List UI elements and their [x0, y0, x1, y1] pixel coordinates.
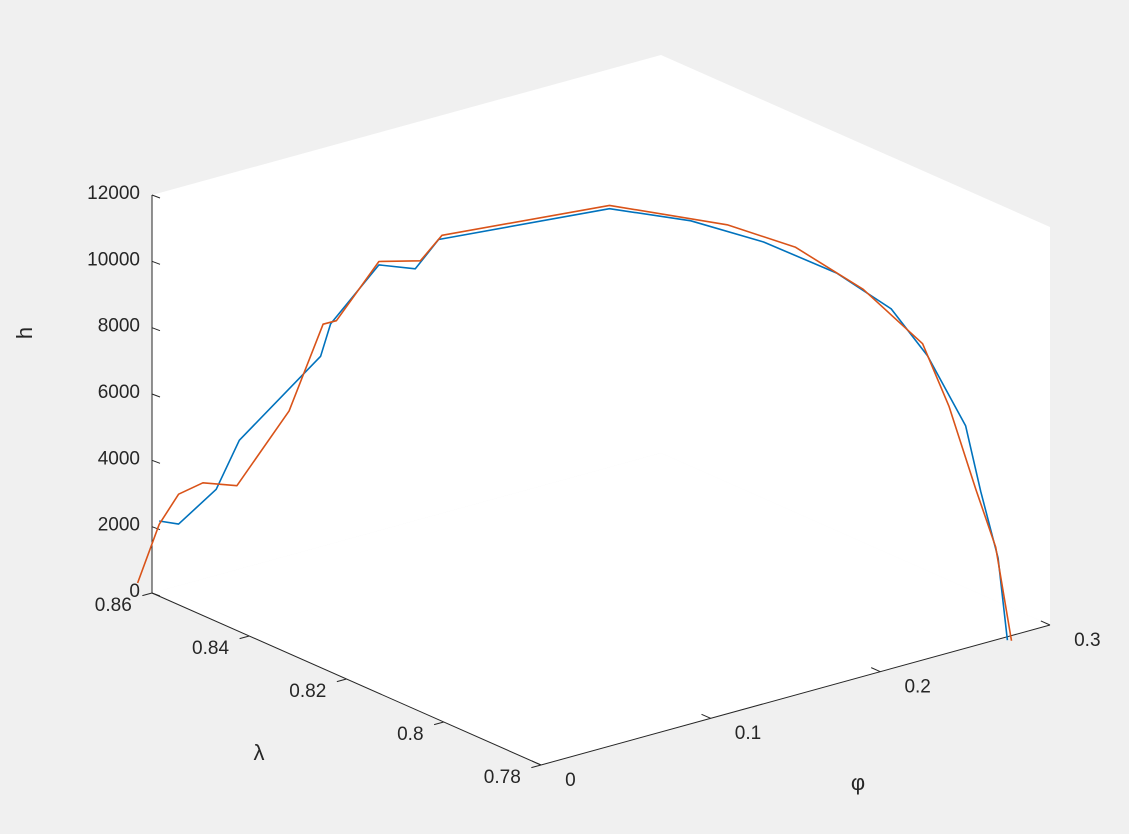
z-tick-mark: [151, 592, 161, 597]
z-tick-mark: [151, 459, 161, 464]
y-tick-label: 0.86: [95, 595, 132, 616]
y-tick-mark: [239, 635, 250, 640]
x-tick-mark: [701, 713, 711, 719]
series-layer: [136, 204, 1013, 641]
y-tick-mark: [433, 721, 444, 726]
y-tick-label: 0.8: [397, 724, 423, 745]
z-tick-label: 6000: [98, 382, 140, 403]
y-tick-mark: [531, 764, 542, 769]
x-tick-label: 0.1: [735, 723, 761, 744]
series-line-1: [159, 207, 1009, 641]
z-tick-mark: [151, 393, 161, 398]
x-tick-mark: [1040, 620, 1051, 626]
z-tick-mark: [151, 327, 161, 332]
axis-labels: φ λ h: [12, 327, 865, 795]
z-tick-label: 2000: [98, 515, 140, 536]
z-tick-label: 0: [129, 581, 140, 602]
x-tick-label: 0.3: [1074, 630, 1100, 651]
z-tick-mark: [151, 526, 161, 531]
y-tick-label: 0.84: [192, 638, 229, 659]
z-axis-label: h: [12, 327, 37, 339]
x-axis-label: φ: [851, 770, 865, 795]
series-line-2: [136, 204, 1013, 641]
x-tick-mark: [870, 667, 881, 673]
floor-face: [152, 453, 1050, 765]
y-tick-label: 0.82: [289, 681, 326, 702]
x-tick-label: 0.2: [904, 677, 930, 698]
axes-background: [152, 55, 1050, 765]
y-tick-mark: [142, 592, 153, 597]
y-tick-label: 0.78: [484, 767, 521, 788]
x-axis-line: [540, 624, 1051, 766]
y-axis-label: λ: [254, 740, 265, 765]
tick-marks: 00.10.20.30.780.80.820.840.8602000400060…: [87, 183, 1100, 791]
z-tick-mark: [151, 260, 161, 265]
z-tick-label: 12000: [87, 183, 140, 204]
z-tick-label: 4000: [98, 448, 140, 469]
z-tick-label: 10000: [87, 249, 140, 270]
z-tick-mark: [151, 194, 161, 199]
x-tick-mark: [531, 760, 542, 766]
z-tick-label: 8000: [98, 316, 140, 337]
x-tick-label: 0: [565, 770, 576, 791]
y-tick-mark: [336, 678, 347, 683]
back-wall-left: [152, 55, 661, 593]
back-wall-right: [661, 55, 1050, 625]
